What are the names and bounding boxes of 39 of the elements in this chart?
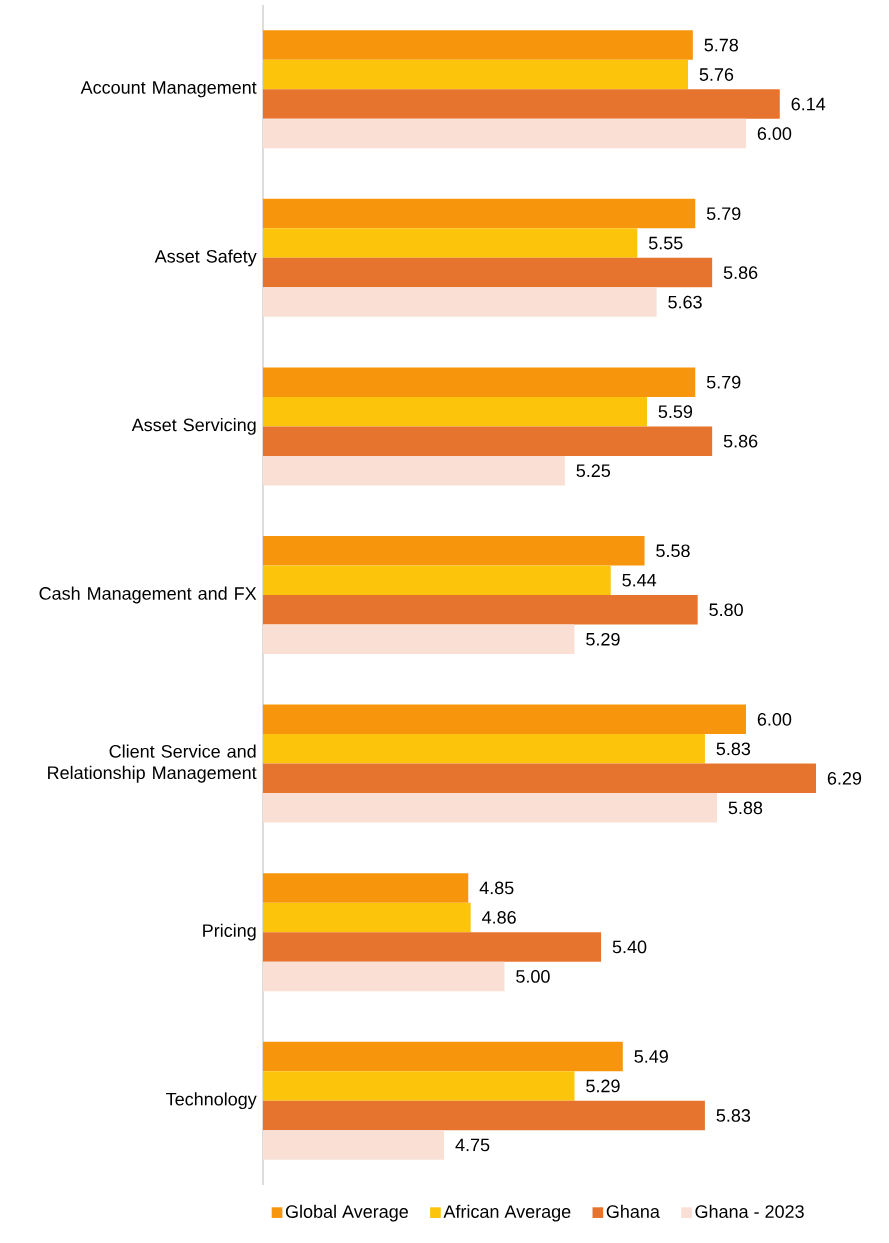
y-tick-label: Pricing [203,923,256,941]
data-label: 5.76 [699,68,734,81]
data-label: 6.00 [757,127,792,140]
data-label: 4.85 [479,881,514,895]
data-label: 5.40 [612,940,647,954]
y-tick-label: Asset Servicing [131,418,256,435]
data-label: 5.59 [658,405,693,419]
data-label: 5.88 [728,801,763,815]
data-label: 5.29 [586,1079,620,1093]
data-label: 5.79 [706,375,741,389]
data-label: 6.00 [757,712,792,726]
data-label: 5.86 [723,434,758,448]
data-label: 5.25 [576,464,611,478]
data-label: 5.49 [634,1050,668,1063]
data-label: 5.58 [656,544,690,558]
y-tick-label: Asset Safety [154,249,257,267]
data-label: 5.79 [706,207,741,220]
data-label: 4.75 [455,1138,490,1152]
data-label: 5.63 [668,295,702,309]
y-tick-label: Client Service and Relationship Management [48,744,257,783]
data-label: 5.83 [716,742,751,756]
legend-label: African Average [443,1204,571,1222]
data-label: 5.86 [723,266,758,279]
data-label: 5.83 [716,1109,751,1122]
data-label: 5.78 [704,38,739,52]
data-label: 5.80 [709,603,743,617]
legend-label: Ghana [606,1204,660,1218]
data-label: 5.55 [648,236,683,250]
legend-label: Global Average [285,1204,408,1222]
data-label: 6.29 [827,771,862,785]
data-label: 5.00 [516,970,550,983]
data-label: 5.29 [586,632,620,646]
y-tick-label: Technology [166,1092,257,1110]
legend-label: Ghana - 2023 [695,1204,804,1218]
data-label: 4.86 [482,911,516,924]
y-tick-label: Cash Management and FX [39,586,257,604]
y-tick-label: Account Management [80,81,257,98]
data-label: 5.44 [622,573,657,587]
data-label: 6.14 [791,97,826,111]
